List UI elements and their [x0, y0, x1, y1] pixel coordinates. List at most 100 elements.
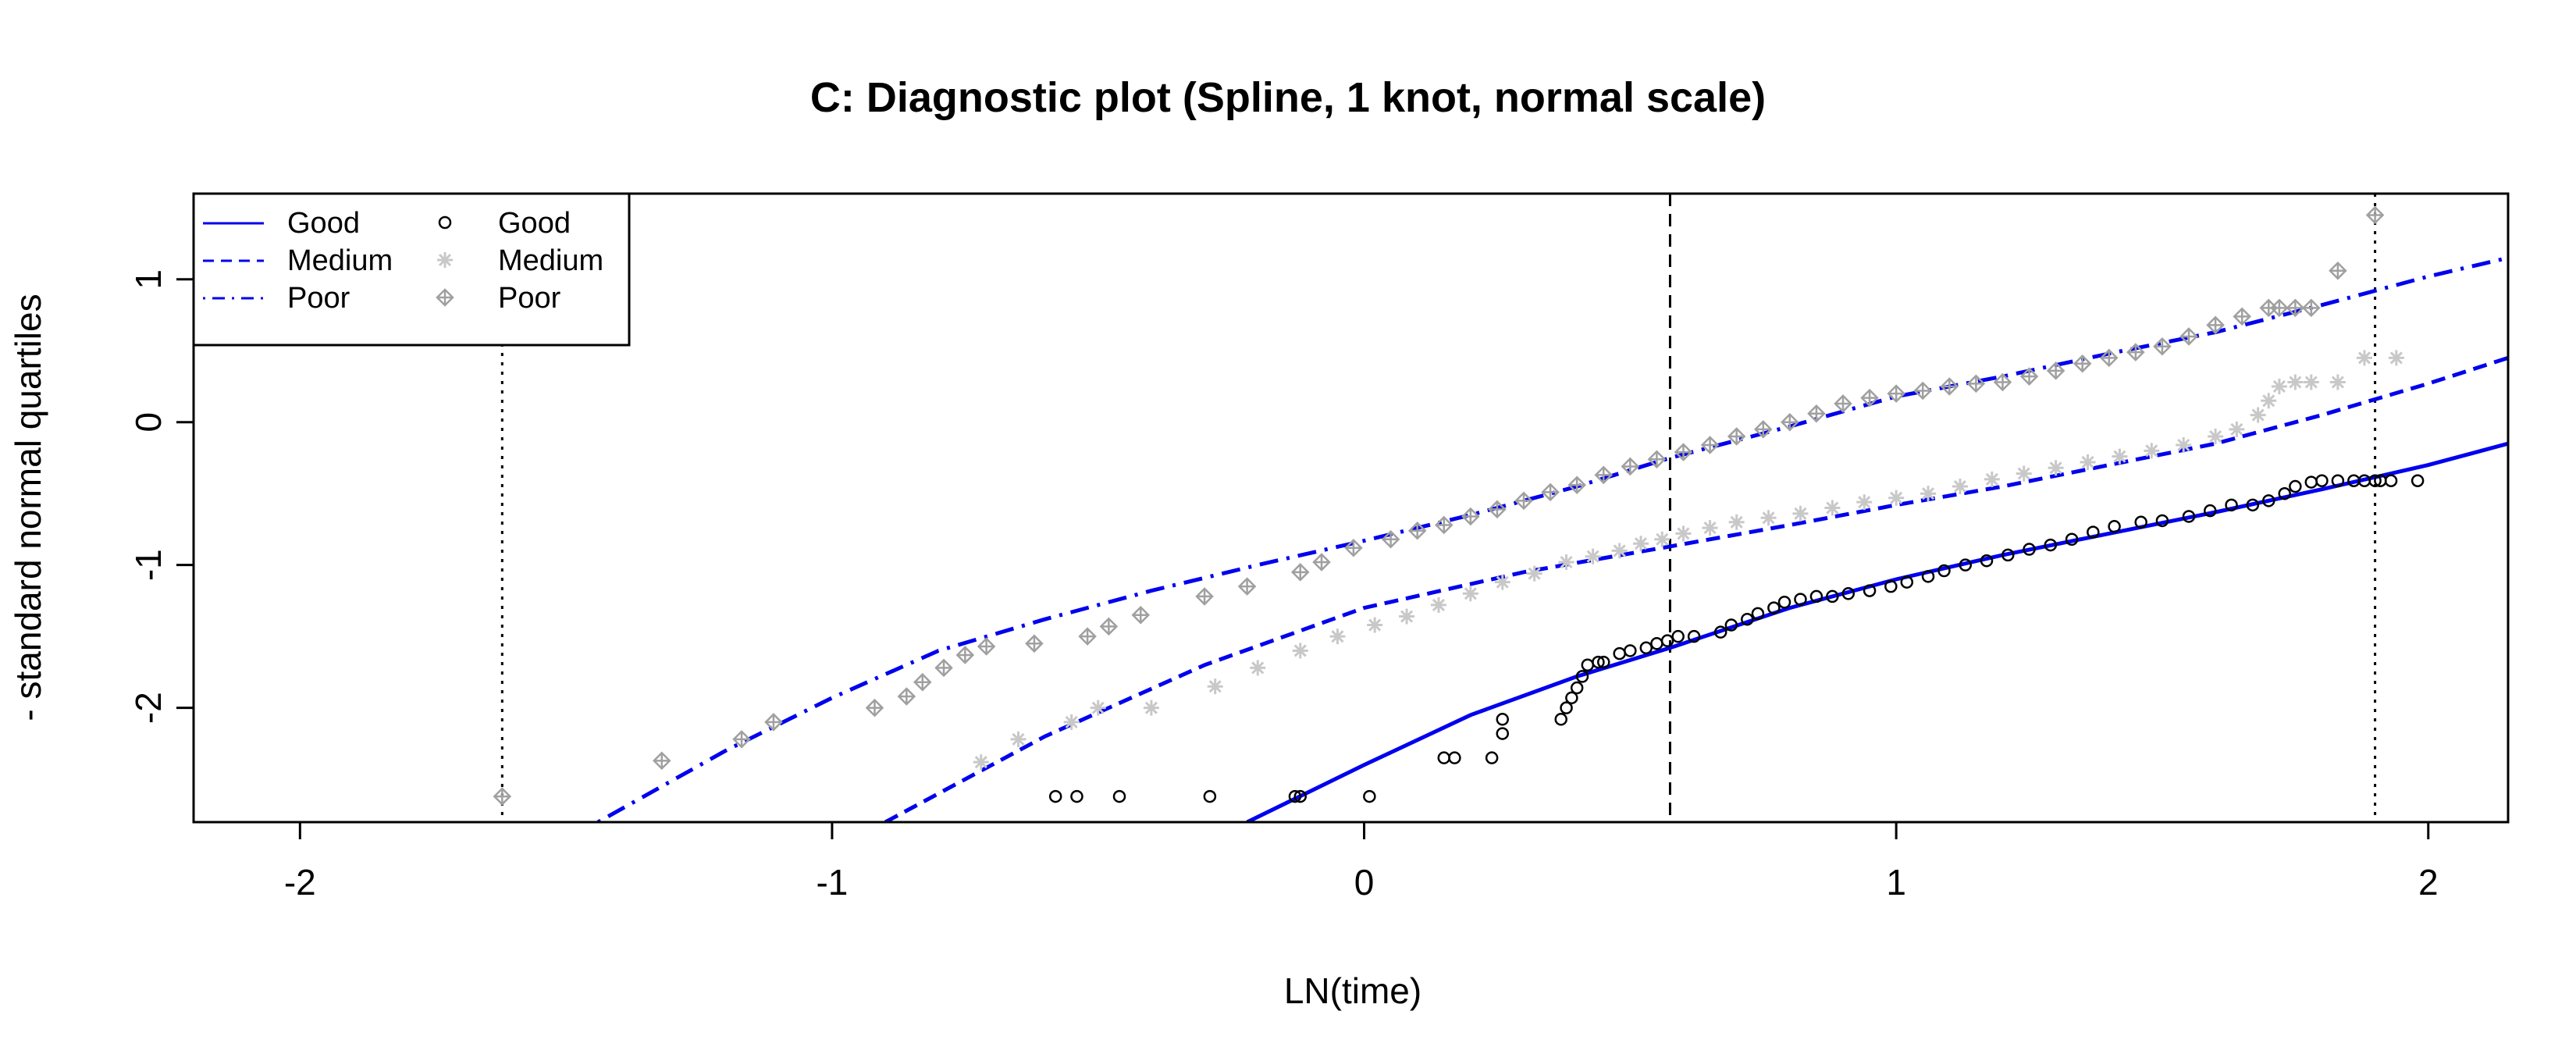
point-good-21: [1613, 646, 1626, 661]
point-medium-43: [2287, 374, 2304, 390]
series-poor: [493, 205, 2385, 806]
point-poor-36: [1807, 404, 1826, 423]
point-poor-56: [2302, 298, 2321, 318]
point-medium-40: [2250, 407, 2266, 423]
point-good-31: [1751, 607, 1765, 621]
series-good: [1048, 474, 2425, 803]
fitted-curves: [596, 255, 2508, 822]
point-medium-6: [1207, 678, 1223, 695]
point-medium-44: [2303, 374, 2319, 390]
point-poor-50: [2179, 327, 2198, 346]
point-good-56: [2246, 498, 2260, 512]
point-good-45: [2001, 548, 2015, 562]
x-axis: -2 -1 0 1 2: [284, 821, 2439, 903]
point-medium-46: [2356, 350, 2372, 366]
point-good-44: [1980, 554, 1994, 568]
point-medium-18-stroke-3: [1613, 544, 1626, 557]
point-poor-38: [1860, 388, 1879, 408]
point-poor-52: [2233, 307, 2251, 326]
point-poor-9: [955, 646, 975, 664]
point-medium-1: [973, 754, 989, 771]
point-good-38: [1863, 584, 1877, 597]
point-medium-18: [1611, 543, 1628, 559]
point-good-18: [1581, 658, 1595, 671]
point-medium-28-stroke-3: [1890, 491, 1903, 504]
point-medium-17: [1585, 548, 1601, 564]
point-medium-8-stroke-3: [1293, 644, 1307, 657]
point-good-50: [2108, 520, 2121, 533]
point-good-5: [1288, 789, 1302, 803]
point-poor-51: [2206, 315, 2225, 335]
point-good-9: [1448, 751, 1461, 764]
point-good-36: [1826, 589, 1839, 604]
point-poor-7: [913, 672, 932, 692]
point-medium-42-stroke-3: [2272, 379, 2286, 393]
point-medium-4: [1090, 700, 1106, 716]
point-medium-30-stroke-3: [1953, 479, 1967, 493]
point-poor-49: [2153, 336, 2172, 356]
point-poor-57: [2329, 262, 2347, 280]
point-medium-26: [1824, 500, 1841, 516]
curve-poor: [596, 255, 2508, 822]
point-good-27: [1687, 629, 1701, 643]
point-medium-29: [1920, 486, 1937, 502]
point-medium-3: [1063, 714, 1080, 730]
point-poor-23: [1461, 507, 1480, 526]
point-good-53: [2182, 510, 2196, 523]
point-good-37: [1841, 587, 1856, 600]
x-tick-label-4: 1: [1886, 862, 1906, 903]
point-medium-14: [1494, 574, 1510, 590]
point-poor-35: [1781, 412, 1799, 432]
point-poor-28: [1594, 465, 1614, 485]
point-medium-9-stroke-3: [1331, 630, 1344, 643]
point-poor-1: [493, 787, 512, 806]
data-points: [493, 205, 2425, 806]
chart-title: C: Diagnostic plot (Spline, 1 knot, norm…: [810, 74, 1766, 121]
legend: Good Medium Poor Good Medium Poor: [192, 192, 631, 347]
point-poor-58: [2365, 205, 2385, 225]
point-poor-6: [897, 687, 916, 706]
point-poor-27: [1567, 475, 1586, 494]
point-poor-17: [1290, 563, 1310, 582]
point-medium-33: [2048, 460, 2064, 476]
point-medium-27-stroke-3: [1858, 496, 1871, 509]
point-good-35: [1809, 589, 1823, 604]
legend-line-label-1: Good: [287, 207, 360, 240]
point-medium-37: [2176, 437, 2192, 453]
point-good-23: [1639, 641, 1653, 655]
point-medium-43-stroke-3: [2289, 376, 2302, 389]
point-poor-2: [653, 751, 671, 771]
point-good-20: [1597, 655, 1610, 669]
point-medium-45: [2329, 374, 2346, 390]
legend-point-label-1: Good: [498, 207, 571, 240]
point-medium-38-stroke-3: [2209, 429, 2222, 443]
point-medium-16-stroke-3: [1560, 555, 1573, 569]
point-medium-11: [1399, 608, 1415, 625]
point-good-48: [2065, 532, 2079, 546]
point-medium-34: [2080, 454, 2096, 470]
point-poor-18: [1312, 553, 1331, 572]
point-medium-46-stroke-3: [2357, 351, 2371, 365]
point-good-8: [1437, 751, 1451, 764]
point-good-24: [1650, 637, 1663, 650]
point-medium-31: [1984, 471, 2000, 487]
point-poor-32: [1700, 436, 1720, 454]
point-good-39: [1884, 579, 1898, 593]
point-medium-7: [1250, 660, 1266, 676]
point-good-49: [2087, 525, 2100, 539]
point-medium-19-stroke-3: [1634, 537, 1648, 550]
point-medium-21: [1675, 525, 1692, 542]
point-good-41: [1921, 570, 1935, 583]
point-poor-26: [1541, 482, 1560, 502]
point-medium-22: [1702, 520, 1718, 536]
point-medium-10-stroke-3: [1368, 618, 1382, 632]
point-poor-24: [1488, 500, 1507, 519]
point-medium-2-stroke-3: [1012, 732, 1025, 746]
point-medium-4-stroke-3: [1091, 701, 1105, 714]
x-tick-label-3: 0: [1354, 862, 1375, 903]
point-poor-34: [1753, 420, 1773, 439]
point-poor-45: [2046, 361, 2065, 380]
point-good-51: [2134, 515, 2147, 529]
